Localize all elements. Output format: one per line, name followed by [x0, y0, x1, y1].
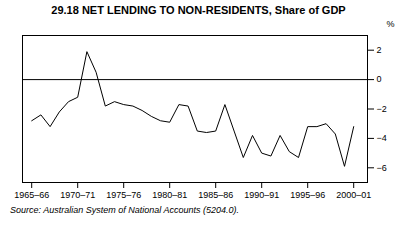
svg-text:1985–86: 1985–86	[198, 190, 233, 200]
svg-text:1965–66: 1965–66	[14, 190, 49, 200]
svg-text:−2: −2	[377, 104, 387, 114]
svg-text:1980–81: 1980–81	[152, 190, 187, 200]
svg-text:−4: −4	[377, 133, 387, 143]
html-text:29.18 NET LENDING TO NON-RESID: 29.18 NET LENDING TO NON-RESIDENTS, Shar…	[51, 4, 346, 16]
svg-text:1995–96: 1995–96	[290, 190, 325, 200]
svg-text:1975–76: 1975–76	[106, 190, 141, 200]
svg-text:%: %	[386, 19, 394, 29]
svg-text:2000–01: 2000–01	[336, 190, 371, 200]
svg-text:0: 0	[377, 74, 382, 84]
html-text:Source: Australian System of N: Source: Australian System of National Ac…	[10, 205, 239, 215]
svg-text:1970–71: 1970–71	[60, 190, 95, 200]
svg-text:1990–91: 1990–91	[244, 190, 279, 200]
svg-text:2: 2	[377, 45, 382, 55]
svg-text:−6: −6	[377, 163, 387, 173]
